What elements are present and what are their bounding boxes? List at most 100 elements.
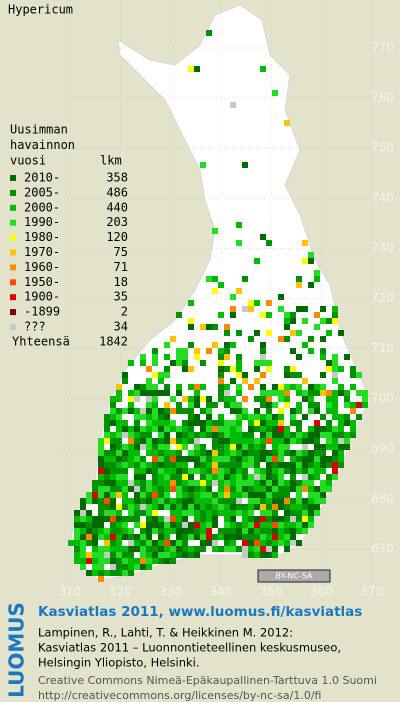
occurrence-square bbox=[194, 420, 200, 426]
occurrence-square bbox=[308, 348, 314, 354]
occurrence-square bbox=[242, 462, 248, 468]
legend-swatch bbox=[10, 279, 16, 286]
occurrence-square bbox=[188, 432, 194, 438]
occurrence-square bbox=[278, 408, 284, 414]
occurrence-square bbox=[254, 528, 260, 534]
occurrence-square bbox=[314, 492, 320, 498]
occurrence-square bbox=[212, 492, 218, 498]
occurrence-square bbox=[176, 312, 182, 318]
occurrence-square bbox=[128, 456, 134, 462]
occurrence-square bbox=[194, 354, 200, 360]
occurrence-square bbox=[140, 546, 146, 552]
occurrence-square bbox=[248, 306, 254, 312]
occurrence-square bbox=[218, 396, 224, 402]
occurrence-square bbox=[230, 516, 236, 522]
occurrence-square bbox=[218, 456, 224, 462]
legend-count: 120 bbox=[106, 230, 128, 244]
occurrence-square bbox=[134, 384, 140, 390]
occurrence-square bbox=[116, 456, 122, 462]
occurrence-square bbox=[356, 414, 362, 420]
occurrence-square bbox=[296, 384, 302, 390]
occurrence-square bbox=[278, 492, 284, 498]
occurrence-square bbox=[266, 540, 272, 546]
occurrence-square bbox=[188, 486, 194, 492]
occurrence-square bbox=[164, 528, 170, 534]
occurrence-square bbox=[146, 420, 152, 426]
occurrence-square bbox=[332, 396, 338, 402]
legend-label: 1900- bbox=[24, 290, 60, 304]
occurrence-square bbox=[212, 510, 218, 516]
occurrence-square bbox=[212, 498, 218, 504]
occurrence-square bbox=[320, 462, 326, 468]
occurrence-square bbox=[242, 432, 248, 438]
occurrence-square bbox=[260, 342, 266, 348]
occurrence-square bbox=[170, 438, 176, 444]
occurrence-square bbox=[158, 432, 164, 438]
occurrence-square bbox=[128, 552, 134, 558]
occurrence-square bbox=[272, 552, 278, 558]
occurrence-square bbox=[224, 402, 230, 408]
occurrence-square bbox=[254, 378, 260, 384]
occurrence-square bbox=[272, 486, 278, 492]
occurrence-square bbox=[314, 486, 320, 492]
occurrence-square bbox=[158, 516, 164, 522]
occurrence-square bbox=[332, 432, 338, 438]
occurrence-square bbox=[314, 276, 320, 282]
occurrence-square bbox=[200, 432, 206, 438]
occurrence-square bbox=[182, 522, 188, 528]
occurrence-square bbox=[98, 522, 104, 528]
occurrence-square bbox=[272, 492, 278, 498]
occurrence-square bbox=[134, 474, 140, 480]
occurrence-square bbox=[146, 558, 152, 564]
occurrence-square bbox=[68, 540, 74, 546]
occurrence-square bbox=[122, 552, 128, 558]
occurrence-square bbox=[212, 504, 218, 510]
occurrence-square bbox=[290, 510, 296, 516]
occurrence-square bbox=[296, 456, 302, 462]
legend-heading: havainnon bbox=[10, 138, 75, 152]
occurrence-square bbox=[200, 360, 206, 366]
occurrence-square bbox=[164, 546, 170, 552]
occurrence-square bbox=[104, 534, 110, 540]
y-axis-label: 750 bbox=[371, 141, 394, 155]
occurrence-square bbox=[332, 468, 338, 474]
occurrence-square bbox=[308, 492, 314, 498]
occurrence-square bbox=[284, 444, 290, 450]
occurrence-square bbox=[116, 480, 122, 486]
occurrence-square bbox=[326, 444, 332, 450]
occurrence-square bbox=[116, 438, 122, 444]
occurrence-square bbox=[188, 402, 194, 408]
citation-line: Helsingin Yliopisto, Helsinki. bbox=[38, 656, 200, 670]
occurrence-square bbox=[116, 516, 122, 522]
occurrence-square bbox=[248, 456, 254, 462]
occurrence-square bbox=[104, 420, 110, 426]
occurrence-square bbox=[230, 534, 236, 540]
occurrence-square bbox=[182, 510, 188, 516]
occurrence-square bbox=[248, 336, 254, 342]
occurrence-square bbox=[242, 306, 248, 312]
occurrence-square bbox=[110, 480, 116, 486]
occurrence-square bbox=[134, 504, 140, 510]
occurrence-square bbox=[122, 474, 128, 480]
occurrence-square bbox=[146, 504, 152, 510]
occurrence-square bbox=[290, 366, 296, 372]
occurrence-square bbox=[242, 438, 248, 444]
occurrence-square bbox=[302, 240, 308, 246]
occurrence-square bbox=[134, 516, 140, 522]
occurrence-square bbox=[260, 480, 266, 486]
occurrence-square bbox=[278, 468, 284, 474]
occurrence-square bbox=[206, 492, 212, 498]
occurrence-square bbox=[134, 426, 140, 432]
occurrence-square bbox=[284, 426, 290, 432]
occurrence-square bbox=[86, 522, 92, 528]
occurrence-square bbox=[272, 384, 278, 390]
occurrence-square bbox=[236, 450, 242, 456]
occurrence-square bbox=[230, 522, 236, 528]
occurrence-square bbox=[344, 390, 350, 396]
occurrence-square bbox=[248, 546, 254, 552]
occurrence-square bbox=[116, 528, 122, 534]
occurrence-square bbox=[260, 402, 266, 408]
occurrence-square bbox=[230, 504, 236, 510]
occurrence-square bbox=[128, 540, 134, 546]
occurrence-square bbox=[236, 402, 242, 408]
